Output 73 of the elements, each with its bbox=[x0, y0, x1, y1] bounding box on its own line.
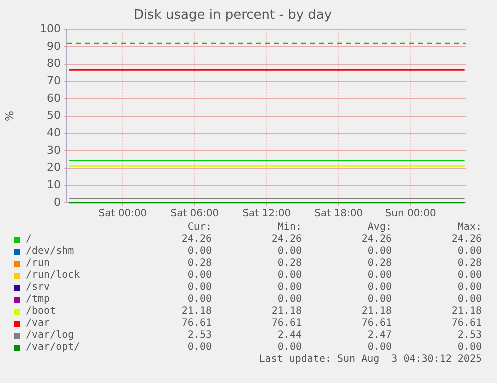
text: 2.44 bbox=[278, 330, 302, 342]
text: 0.28 bbox=[278, 258, 302, 270]
text: 0.00 bbox=[368, 246, 392, 258]
text: 0.00 bbox=[458, 294, 482, 306]
text: 0.00 bbox=[188, 270, 212, 282]
text: 0.28 bbox=[458, 258, 482, 270]
legend-label: /tmp bbox=[26, 294, 50, 306]
legend-label: /boot bbox=[26, 306, 56, 318]
text: 0.00 bbox=[188, 282, 212, 294]
y-tick-label: 10 bbox=[47, 178, 61, 192]
text: 0.00 bbox=[458, 342, 482, 354]
legend-label: /dev/shm bbox=[26, 246, 74, 258]
chart-title: Disk usage in percent - by day bbox=[134, 8, 332, 24]
y-tick-label: 100 bbox=[40, 22, 61, 36]
text: 76.61 bbox=[272, 318, 302, 330]
text: 0.00 bbox=[368, 270, 392, 282]
text: 2.53 bbox=[188, 330, 212, 342]
x-tick-label: Sat 06:00 bbox=[170, 208, 220, 220]
x-tick-label: Sat 18:00 bbox=[314, 208, 364, 220]
text: Cur: bbox=[188, 222, 212, 234]
text: 24.26 bbox=[182, 234, 212, 246]
legend-label: /var/opt/ bbox=[26, 342, 80, 354]
y-tick-label: 0 bbox=[54, 196, 61, 209]
legend-label: /srv bbox=[26, 282, 50, 294]
text: 0.00 bbox=[278, 270, 302, 282]
text: 24.26 bbox=[362, 234, 392, 246]
y-tick-label: 70 bbox=[47, 74, 61, 88]
text: Last update: Sun Aug 3 04:30:12 2025 bbox=[259, 354, 482, 366]
text: 0.00 bbox=[278, 342, 302, 354]
text: 0.00 bbox=[188, 294, 212, 306]
x-tick-label: Sun 00:00 bbox=[385, 208, 436, 220]
text: 0.00 bbox=[278, 282, 302, 294]
text: 76.61 bbox=[452, 318, 482, 330]
text: Max: bbox=[458, 222, 482, 234]
y-tick-label: 30 bbox=[47, 144, 61, 157]
x-tick-label: Sat 12:00 bbox=[242, 208, 292, 220]
y-tick-label: 40 bbox=[47, 126, 61, 140]
text: 0.00 bbox=[278, 294, 302, 306]
text: Min: bbox=[278, 222, 302, 234]
text: 0.00 bbox=[458, 246, 482, 258]
y-tick-label: 60 bbox=[47, 92, 61, 105]
text: 0.00 bbox=[458, 270, 482, 282]
text: 21.18 bbox=[362, 306, 392, 318]
text: 24.26 bbox=[272, 234, 302, 246]
text: 0.00 bbox=[368, 282, 392, 294]
text: 2.53 bbox=[458, 330, 482, 342]
legend-label: /run bbox=[26, 258, 50, 270]
legend-label: /run/lock bbox=[26, 270, 80, 282]
text: 2.47 bbox=[368, 330, 392, 342]
text: 0.00 bbox=[278, 246, 302, 258]
y-tick-label: 90 bbox=[47, 40, 61, 53]
text: 76.61 bbox=[182, 318, 212, 330]
text: 76.61 bbox=[362, 318, 392, 330]
legend-label: / bbox=[26, 234, 32, 246]
legend-label: /var bbox=[26, 318, 50, 330]
text: 0.00 bbox=[368, 342, 392, 354]
legend-label: /var/log bbox=[26, 330, 74, 342]
y-tick-label: 80 bbox=[47, 57, 61, 70]
text: 0.00 bbox=[188, 246, 212, 258]
text: 0.28 bbox=[368, 258, 392, 270]
text: 0.00 bbox=[188, 342, 212, 354]
text: 21.18 bbox=[452, 306, 482, 318]
text: 0.00 bbox=[368, 294, 392, 306]
text: 24.26 bbox=[452, 234, 482, 246]
x-tick-label: Sat 00:00 bbox=[98, 208, 148, 220]
y-tick-label: 50 bbox=[47, 109, 61, 122]
text: 21.18 bbox=[182, 306, 212, 318]
text: 0.00 bbox=[458, 282, 482, 294]
y-tick-label: 20 bbox=[47, 161, 61, 174]
text: 21.18 bbox=[272, 306, 302, 318]
text: Avg: bbox=[368, 222, 392, 234]
text: 0.28 bbox=[188, 258, 212, 270]
y-axis-title: % bbox=[3, 111, 16, 122]
